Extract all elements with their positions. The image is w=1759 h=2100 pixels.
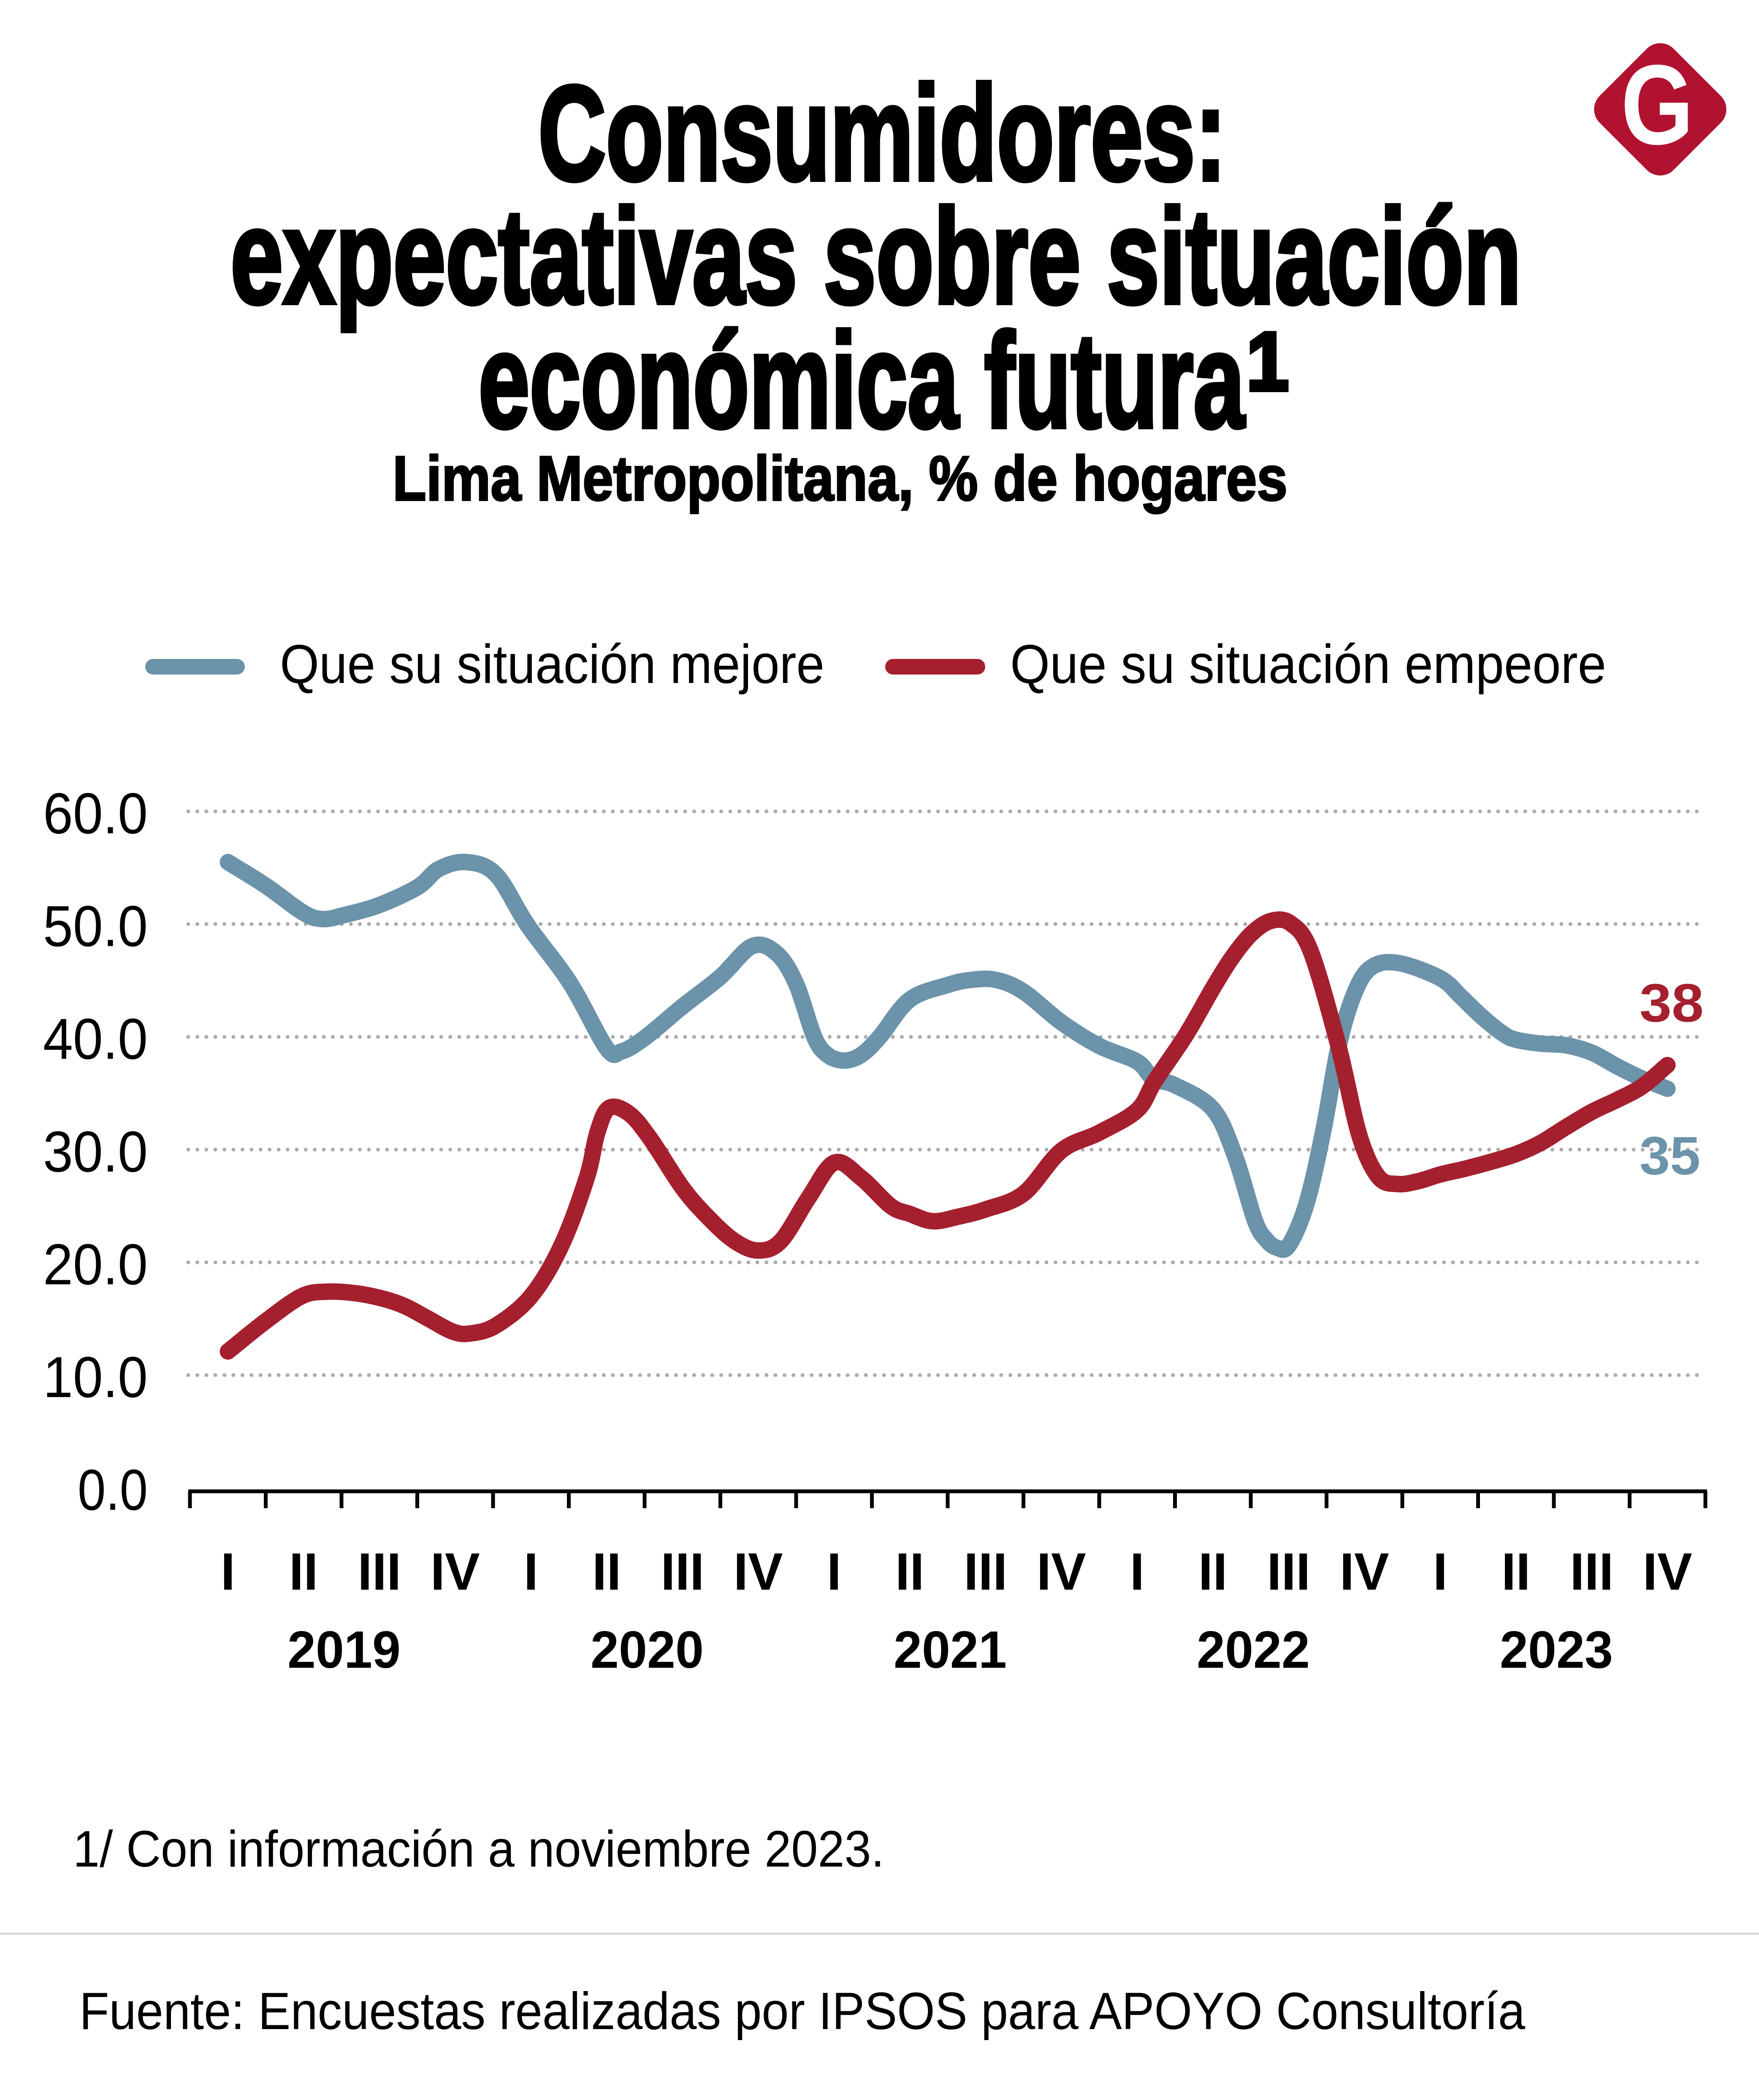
- svg-text:Consumidores:: Consumidores:: [538, 57, 1226, 209]
- svg-text:2022: 2022: [1197, 1621, 1310, 1679]
- svg-text:G: G: [1621, 41, 1694, 168]
- svg-text:III: III: [1267, 1543, 1310, 1601]
- svg-text:60.0: 60.0: [43, 781, 148, 846]
- svg-text:50.0: 50.0: [43, 894, 148, 959]
- svg-text:0.0: 0.0: [78, 1458, 148, 1523]
- svg-text:1: 1: [1247, 315, 1289, 408]
- svg-text:I: I: [827, 1543, 841, 1601]
- svg-text:III: III: [964, 1543, 1007, 1601]
- svg-text:2019: 2019: [287, 1621, 401, 1679]
- svg-text:IV: IV: [1643, 1543, 1692, 1601]
- svg-text:I: I: [1130, 1543, 1144, 1601]
- svg-text:Fuente: Encuestas realizadas p: Fuente: Encuestas realizadas por IPSOS p…: [79, 1982, 1525, 2040]
- svg-text:II: II: [1502, 1543, 1531, 1601]
- svg-text:II: II: [895, 1543, 924, 1601]
- svg-text:20.0: 20.0: [43, 1233, 148, 1297]
- svg-text:30.0: 30.0: [43, 1120, 148, 1184]
- svg-text:III: III: [661, 1543, 704, 1601]
- svg-text:2020: 2020: [591, 1621, 704, 1679]
- svg-text:38: 38: [1640, 973, 1704, 1033]
- svg-text:IV: IV: [431, 1543, 480, 1601]
- svg-text:I: I: [1433, 1543, 1447, 1601]
- svg-text:2021: 2021: [894, 1621, 1007, 1679]
- svg-text:Lima Metropolitana, % de hogar: Lima Metropolitana, % de hogares: [393, 443, 1287, 514]
- svg-text:III: III: [1570, 1543, 1613, 1601]
- svg-text:2023: 2023: [1500, 1621, 1613, 1679]
- svg-text:IV: IV: [1037, 1543, 1086, 1601]
- svg-text:I: I: [221, 1543, 235, 1601]
- svg-text:Que su situación empeore: Que su situación empeore: [1010, 633, 1606, 695]
- svg-text:I: I: [524, 1543, 538, 1601]
- svg-text:1/ Con información a noviembre: 1/ Con información a noviembre 2023.: [73, 1820, 884, 1878]
- svg-text:expectativas sobre situación: expectativas sobre situación: [230, 181, 1521, 333]
- svg-text:IV: IV: [1340, 1543, 1389, 1601]
- svg-text:35: 35: [1640, 1126, 1700, 1186]
- svg-text:II: II: [592, 1543, 621, 1601]
- svg-text:10.0: 10.0: [43, 1345, 148, 1410]
- svg-text:40.0: 40.0: [43, 1007, 148, 1071]
- svg-text:Que su situación mejore: Que su situación mejore: [280, 633, 824, 695]
- svg-text:II: II: [1198, 1543, 1228, 1601]
- svg-text:económica futura: económica futura: [479, 305, 1245, 456]
- svg-text:II: II: [289, 1543, 318, 1601]
- svg-text:III: III: [358, 1543, 401, 1601]
- svg-text:IV: IV: [734, 1543, 783, 1601]
